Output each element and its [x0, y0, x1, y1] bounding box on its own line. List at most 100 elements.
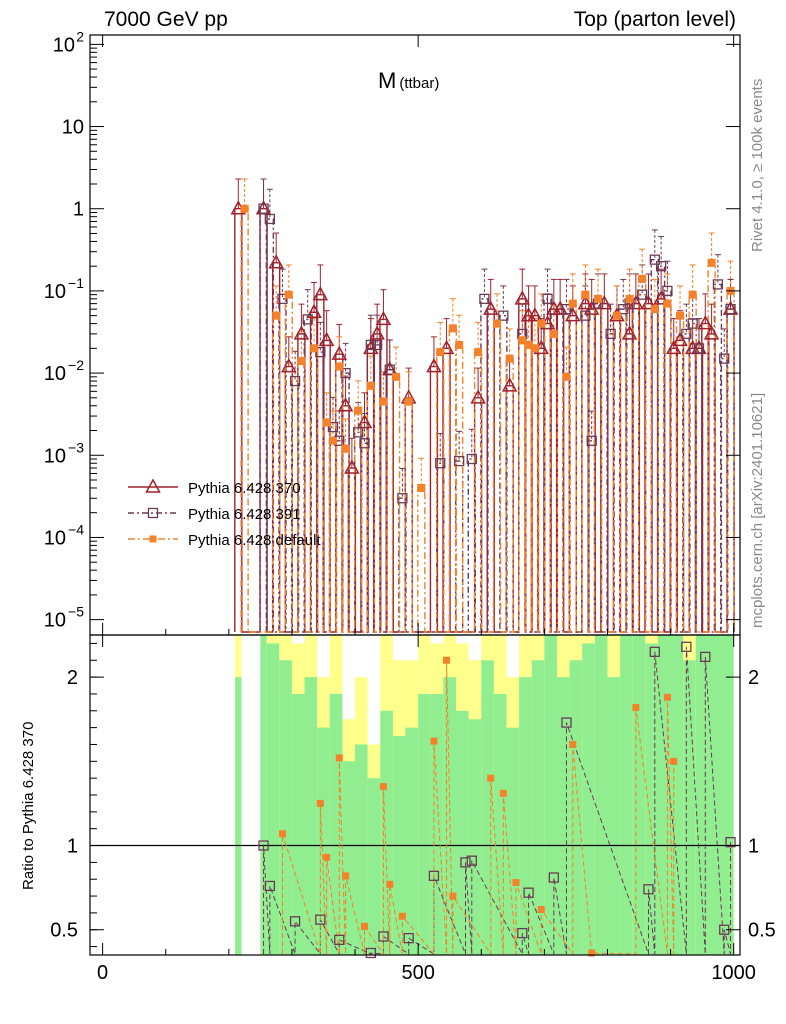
ratio-tick-label-right: 1	[748, 836, 759, 858]
ratio-band-green	[317, 727, 330, 955]
ratio-band-green	[260, 635, 267, 955]
ratio-band-green	[342, 761, 356, 955]
marker-pythia-default	[663, 299, 672, 308]
x-tick-label: 500	[401, 962, 434, 984]
x-tick-label: 0	[97, 962, 108, 984]
ratio-line	[281, 660, 675, 956]
ratio-band-green	[620, 635, 633, 955]
marker-pythia-default	[549, 329, 558, 338]
ratio-band-green	[519, 677, 532, 955]
marker-pythia-370	[672, 331, 688, 347]
ratio-marker-default	[430, 737, 438, 745]
ratio-marker-391	[548, 872, 559, 883]
ratio-tick-label: 1	[67, 836, 78, 858]
marker-pythia-default	[284, 290, 293, 299]
marker-pythia-370	[514, 290, 531, 305]
marker-pythia-370	[375, 310, 392, 326]
marker-pythia-370	[697, 315, 714, 330]
marker-pythia-391	[359, 438, 370, 449]
ratio-band-green	[279, 660, 292, 955]
marker-pythia-391	[655, 261, 667, 272]
ratio-marker-default	[537, 906, 545, 914]
marker-pythia-default	[448, 324, 457, 333]
marker-pythia-default	[505, 354, 514, 363]
ratio-marker-default	[398, 912, 406, 920]
y-tick-label: 10	[44, 445, 66, 467]
marker-pythia-391	[466, 453, 477, 465]
x-tick-label: 1000	[711, 962, 756, 984]
marker-pythia-370	[703, 325, 720, 340]
marker-pythia-default	[594, 294, 603, 303]
plot-title-sub: (ttbar)	[399, 75, 440, 92]
plot-title-main: M	[378, 68, 397, 93]
ratio-marker-default	[569, 740, 577, 748]
ratio-band-green	[708, 635, 722, 955]
marker-pythia-391	[302, 314, 313, 325]
legend-label: Pythia 6.428 default	[188, 532, 321, 549]
marker-pythia-default	[493, 319, 502, 328]
marker-pythia-370	[369, 325, 385, 340]
ratio-band-green	[405, 727, 419, 955]
ratio-marker-default	[316, 799, 324, 807]
marker-pythia-default	[562, 372, 571, 381]
marker-pythia-370	[577, 295, 594, 310]
marker-pythia-default	[417, 483, 426, 492]
marker-pythia-391	[479, 293, 490, 305]
marker-pythia-370	[318, 331, 335, 347]
marker-pythia-370	[344, 459, 360, 474]
marker-pythia-391	[687, 318, 698, 329]
ratio-marker-391	[643, 884, 654, 895]
ratio-marker-391	[649, 646, 660, 657]
marker-pythia-370	[653, 290, 669, 305]
marker-pythia-391	[258, 203, 269, 214]
ratio-marker-default	[379, 783, 387, 791]
marker-pythia-370	[482, 300, 499, 315]
marker-pythia-370	[337, 397, 354, 412]
ratio-marker-default	[335, 754, 343, 762]
ratio-marker-391	[681, 641, 692, 652]
marker-pythia-370	[552, 300, 568, 315]
marker-pythia-default	[335, 362, 344, 371]
marker-pythia-391	[353, 427, 364, 438]
marker-pythia-370	[565, 307, 581, 322]
marker-pythia-default	[537, 319, 546, 328]
marker-pythia-391	[693, 343, 705, 354]
ratio-band-green	[607, 677, 621, 955]
marker-pythia-default	[581, 290, 590, 299]
legend-marker-370	[145, 478, 161, 493]
legend-marker-391	[147, 507, 159, 519]
ratio-marker-default	[663, 693, 671, 701]
y-tick-label: 10	[62, 117, 84, 139]
marker-pythia-default	[404, 397, 413, 406]
ratio-marker-default	[323, 853, 331, 861]
marker-pythia-default	[366, 381, 375, 390]
marker-pythia-default	[638, 274, 647, 283]
marker-pythia-370	[501, 377, 518, 392]
marker-pythia-370	[356, 413, 373, 429]
marker-pythia-391	[637, 289, 648, 300]
ratio-marker-391	[315, 914, 326, 925]
ratio-marker-391	[460, 857, 471, 868]
marker-pythia-default	[310, 344, 319, 353]
marker-pythia-391	[384, 364, 395, 375]
marker-pythia-391	[618, 303, 629, 315]
legend-label: Pythia 6.428 370	[188, 480, 301, 497]
marker-pythia-default	[379, 397, 388, 406]
y-tick-label: 1	[73, 199, 84, 221]
ratio-band-green	[506, 727, 520, 955]
marker-pythia-default	[272, 311, 281, 320]
ratio-marker-391	[428, 870, 440, 881]
ratio-band-green	[632, 635, 646, 955]
marker-pythia-default	[676, 311, 685, 320]
ratio-band-green	[556, 677, 570, 955]
marker-pythia-default	[341, 444, 350, 453]
marker-pythia-370	[665, 339, 682, 355]
ratio-marker-391	[403, 933, 414, 944]
marker-pythia-391	[725, 303, 736, 315]
ratio-band-green	[430, 693, 444, 955]
y-tick-exponent: −2	[68, 357, 84, 373]
legend: Pythia 6.428 370 Pythia 6.428 391 Pythia 6…	[128, 478, 321, 549]
ratio-marker-default	[487, 774, 495, 782]
marker-pythia-default	[518, 336, 527, 345]
ratio-marker-default	[512, 879, 520, 887]
